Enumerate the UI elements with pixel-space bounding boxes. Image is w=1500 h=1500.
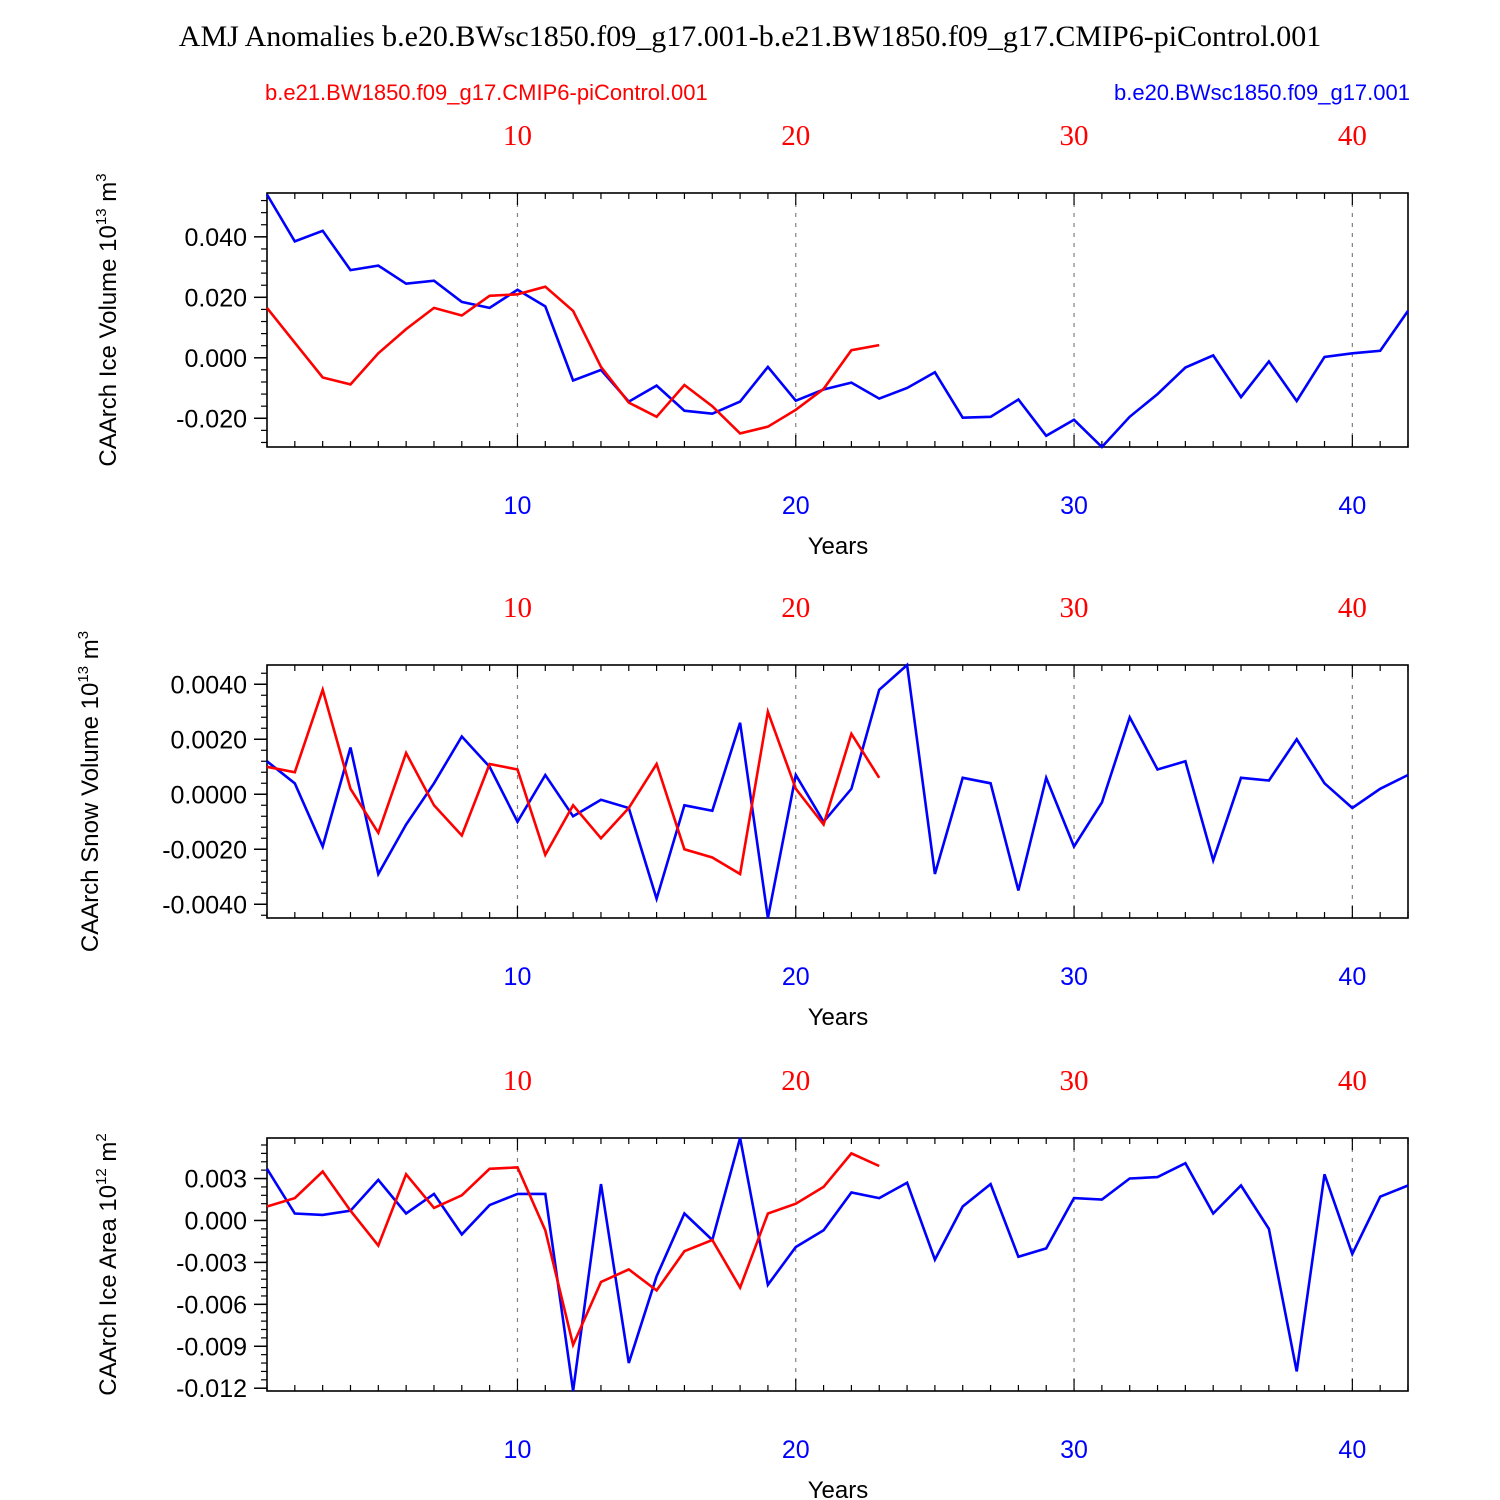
x-tick-label-bottom: 40 [1338,492,1366,520]
x-tick-label-bottom: 40 [1338,963,1366,991]
x-tick-label-bottom: 10 [504,492,532,520]
x-tick-label-bottom: 30 [1060,492,1088,520]
y-tick-label: -0.0020 [162,836,247,864]
series-line-red [266,1151,880,1349]
x-tick-label-bottom: 10 [504,1436,532,1464]
x-tick-label-bottom: 40 [1338,1436,1366,1464]
panels: 0.040 0.020 0.000 -0.020 10 20 30 40 10 20 30 40 Yea… [75,120,1410,1500]
x-tick-label-top: 30 [1060,592,1089,624]
y-tick-label: 0.040 [184,224,247,252]
plot-frame [266,1137,1409,1392]
y-tick-label: -0.020 [176,405,247,433]
x-tick-label-top: 20 [781,592,810,624]
x-tick-label-top: 20 [781,120,810,152]
x-tick-label-top: 40 [1338,120,1367,152]
x-tick-label-top: 40 [1338,1065,1367,1097]
figure-title: AMJ Anomalies b.e20.BWsc1850.f09_g17.001… [179,20,1321,53]
panel-2: 0.0040 0.0020 0.0000 -0.0020 -0.0040 10 20 30 40… [75,592,1409,1031]
x-tick-label-top: 10 [503,120,532,152]
x-tick-label-bottom: 10 [504,963,532,991]
x-tick-label-top: 30 [1060,120,1089,152]
series-line-red [265,285,880,435]
legend-blue-series: b.e20.BWsc1850.f09_g17.001 [1114,80,1410,105]
x-tick-label-bottom: 30 [1060,963,1088,991]
x-tick-label-bottom: 20 [782,963,810,991]
y-axis-label: CAArch Ice Area 1012 m2 [93,1133,122,1395]
x-tick-label-top: 40 [1338,592,1367,624]
y-tick-label: -0.009 [176,1333,247,1361]
y-tick-label: 0.003 [184,1166,247,1194]
y-axis-label: CAArch Ice Volume 1013 m3 [93,173,122,466]
plot-frame [266,664,1409,919]
panel-3: 0.003 0.000 -0.003 -0.006 -0.009 -0.012 10 20 30… [93,1065,1409,1500]
panel-1: 0.040 0.020 0.000 -0.020 10 20 30 40 10 20 30 40 Yea… [93,120,1410,560]
x-tick-label-bottom: 20 [782,1436,810,1464]
x-axis-label: Years [808,533,869,560]
x-tick-label-top: 10 [503,1065,532,1097]
series-line-red [266,685,881,877]
x-tick-label-bottom: 20 [782,492,810,520]
y-tick-label: -0.006 [176,1291,247,1319]
series-line-blue [266,662,1409,919]
x-tick-label-bottom: 30 [1060,1436,1088,1464]
y-tick-label: -0.0040 [162,891,247,919]
x-tick-label-top: 10 [503,592,532,624]
plot-frame [266,192,1409,448]
series-line-blue [265,1137,1409,1392]
x-tick-label-top: 30 [1060,1065,1089,1097]
x-tick-label-top: 20 [781,1065,810,1097]
x-axis-label: Years [808,1477,869,1500]
y-tick-label: 0.0000 [171,781,247,809]
y-tick-label: 0.000 [184,1207,247,1235]
series-line-blue [265,193,1410,449]
y-tick-label: -0.003 [176,1249,247,1277]
y-tick-label: 0.000 [184,345,247,373]
y-tick-label: 0.0020 [171,726,247,754]
y-tick-label: -0.012 [176,1375,247,1403]
y-tick-label: 0.0040 [171,671,247,699]
y-tick-label: 0.020 [184,284,247,312]
x-axis-label: Years [808,1004,869,1031]
legend-red-series: b.e21.BW1850.f09_g17.CMIP6-piControl.001 [265,80,708,105]
y-axis-label: CAArch Snow Volume 1013 m3 [75,631,104,952]
